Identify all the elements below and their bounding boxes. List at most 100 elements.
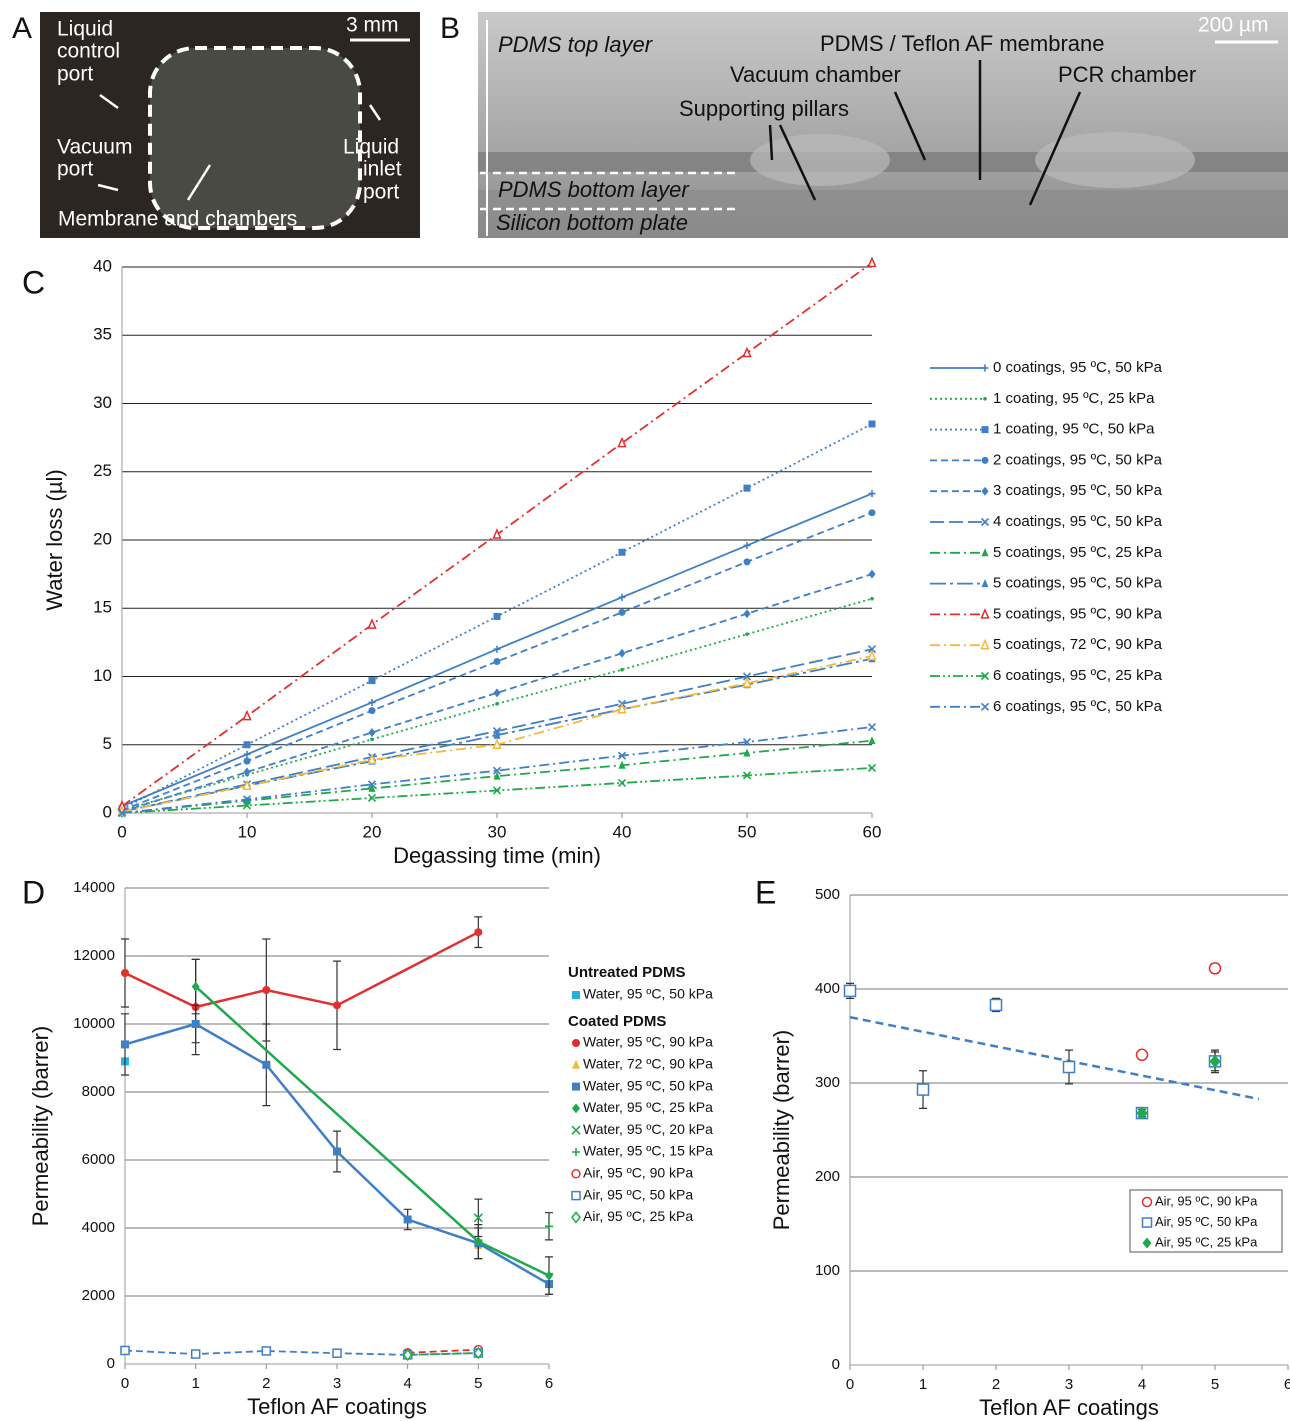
trendline bbox=[849, 1015, 1260, 1101]
marker bbox=[1209, 1054, 1221, 1068]
x-tick-label: 5 bbox=[474, 1375, 482, 1392]
marker bbox=[867, 645, 877, 654]
legend-box bbox=[1129, 1189, 1283, 1253]
marker bbox=[191, 1020, 200, 1028]
legend-label: 4 coatings, 95 ºC, 50 kPa bbox=[993, 513, 1163, 530]
marker bbox=[492, 528, 502, 539]
marker bbox=[367, 780, 377, 789]
x-tick-label: 2 bbox=[262, 1375, 270, 1392]
legend-label: 5 coatings, 95 ºC, 50 kPa bbox=[993, 575, 1163, 592]
legend-label: Water, 95 ºC, 50 kPa bbox=[583, 1077, 713, 1093]
marker bbox=[403, 1215, 412, 1224]
chamber bbox=[1035, 132, 1195, 188]
legend-label: 6 coatings, 95 ºC, 50 kPa bbox=[993, 698, 1163, 715]
marker bbox=[1208, 962, 1222, 975]
marker bbox=[493, 771, 501, 780]
marker bbox=[473, 1346, 484, 1360]
legend-label: 5 coatings, 72 ºC, 90 kPa bbox=[993, 636, 1163, 653]
legend-label: 1 coating, 95 ºC, 25 kPa bbox=[993, 390, 1155, 407]
y-axis-title: Water loss (µl) bbox=[42, 469, 67, 610]
marker bbox=[473, 1213, 483, 1223]
marker bbox=[368, 783, 376, 792]
marker bbox=[868, 509, 876, 517]
marker bbox=[262, 1060, 271, 1069]
annotation: Silicon bottom plate bbox=[496, 210, 688, 235]
x-tick-label: 1 bbox=[919, 1376, 927, 1393]
legend-label: Air, 95 ºC, 25 kPa bbox=[583, 1208, 693, 1224]
marker bbox=[1135, 1048, 1149, 1062]
x-tick-label: 1 bbox=[191, 1375, 199, 1392]
scale-label: 3 mm bbox=[346, 14, 399, 37]
y-tick-label: 15 bbox=[93, 598, 112, 617]
legend-heading: Coated PDMS bbox=[568, 1013, 666, 1030]
marker bbox=[1136, 1106, 1148, 1120]
marker bbox=[121, 1040, 129, 1049]
marker bbox=[867, 649, 877, 661]
x-tick-label: 20 bbox=[363, 822, 382, 841]
y-tick-label: 5 bbox=[103, 734, 112, 753]
legend-label: Water, 95 ºC, 25 kPa bbox=[583, 1099, 713, 1115]
legend-marker bbox=[980, 608, 990, 619]
x-tick-label: 5 bbox=[1211, 1376, 1219, 1393]
legend-marker bbox=[571, 1211, 581, 1224]
marker bbox=[743, 541, 751, 549]
x-axis-title: Teflon AF coatings bbox=[247, 1394, 427, 1419]
annotation: PCR chamber bbox=[1058, 62, 1196, 87]
legend-label: 2 coatings, 95 ºC, 50 kPa bbox=[993, 451, 1163, 468]
annotation: port bbox=[57, 158, 93, 181]
marker bbox=[492, 738, 502, 749]
legend-marker bbox=[571, 1125, 581, 1135]
bottom-band bbox=[478, 190, 1288, 238]
marker bbox=[617, 702, 627, 714]
legend-label: Air, 95 ºC, 50 kPa bbox=[1155, 1214, 1258, 1229]
y-tick-label: 25 bbox=[93, 461, 112, 480]
marker bbox=[191, 981, 200, 992]
marker bbox=[493, 688, 501, 698]
y-tick-label: 0 bbox=[103, 802, 112, 821]
marker bbox=[332, 1348, 342, 1358]
marker bbox=[618, 608, 626, 616]
marker bbox=[493, 612, 501, 620]
marker bbox=[617, 436, 627, 448]
marker bbox=[867, 722, 877, 732]
marker bbox=[333, 1001, 341, 1010]
legend-heading: Untreated PDMS bbox=[568, 964, 686, 981]
marker bbox=[870, 596, 874, 601]
marker bbox=[867, 256, 877, 268]
legend-label: Air, 95 ºC, 50 kPa bbox=[583, 1186, 693, 1202]
y-tick-label: 200 bbox=[815, 1168, 840, 1185]
scale-label: 200 µm bbox=[1198, 14, 1268, 37]
marker bbox=[402, 1348, 413, 1362]
marker bbox=[743, 748, 751, 757]
y-tick-label: 12000 bbox=[73, 947, 115, 964]
marker bbox=[742, 737, 752, 747]
membrane-outline bbox=[148, 46, 362, 230]
marker bbox=[742, 771, 752, 780]
legend-marker bbox=[980, 638, 990, 650]
legend-marker bbox=[980, 702, 990, 711]
x-tick-label: 40 bbox=[613, 822, 632, 841]
marker bbox=[742, 672, 752, 681]
marker bbox=[867, 763, 877, 773]
legend-marker bbox=[571, 1190, 581, 1201]
x-tick-label: 0 bbox=[846, 1376, 854, 1393]
y-tick-label: 400 bbox=[815, 980, 840, 997]
annotation: PDMS top layer bbox=[498, 32, 654, 57]
legend-marker bbox=[1142, 1237, 1152, 1249]
marker bbox=[545, 1270, 553, 1281]
marker bbox=[243, 750, 251, 758]
y-tick-label: 0 bbox=[107, 1355, 115, 1372]
marker bbox=[620, 667, 624, 672]
legend-marker bbox=[572, 991, 580, 999]
legend-marker bbox=[981, 548, 989, 557]
legend-label: Water, 95 ºC, 15 kPa bbox=[583, 1143, 713, 1159]
marker bbox=[493, 645, 501, 653]
legend-marker bbox=[572, 1039, 580, 1047]
marker bbox=[368, 727, 376, 737]
series-line bbox=[124, 1349, 479, 1356]
marker bbox=[492, 766, 502, 775]
legend-marker bbox=[572, 1059, 580, 1069]
marker bbox=[843, 984, 857, 998]
legend-label: 3 coatings, 95 ºC, 50 kPa bbox=[993, 482, 1163, 499]
